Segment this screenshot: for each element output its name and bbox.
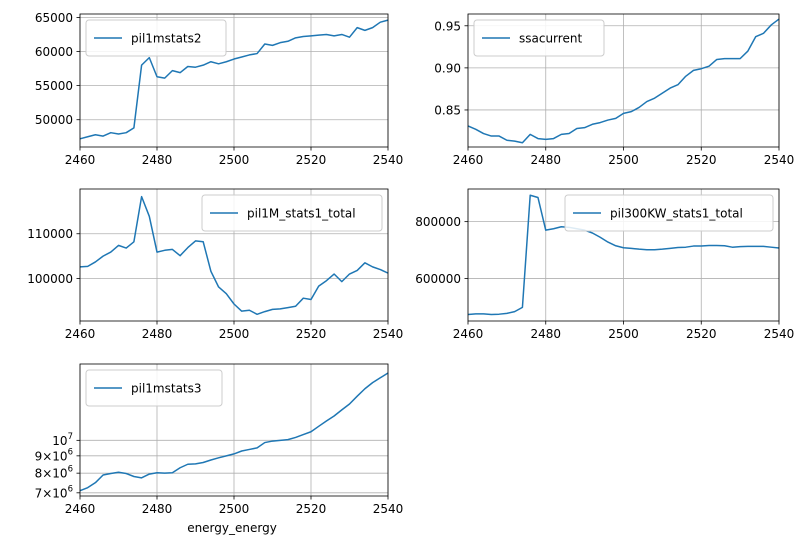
subplot-3: 2460 2480 2500 2520 2540 100000 110000 pil1M_st…: [27, 188, 404, 341]
legend: ssacurrent: [473, 19, 605, 57]
x-tick-label: 2460: [65, 502, 96, 516]
subplots: 2460 2480 2500 2520 2540 50000 55000 60000 65000…: [27, 11, 794, 516]
legend: pil1mstats3: [85, 369, 223, 407]
x-tick-label: 2460: [65, 327, 96, 341]
y-tick-label: 55000: [35, 79, 73, 93]
x-tick-label: 2540: [373, 153, 404, 167]
legend-label: pil1mstats3: [131, 382, 202, 396]
y-tick-label: 600000: [415, 272, 461, 286]
x-tick-label: 2540: [373, 502, 404, 516]
x-tick-label: 2500: [608, 153, 639, 167]
x-tick-label: 2500: [608, 327, 639, 341]
x-tick-label: 2520: [296, 153, 327, 167]
legend-box: [85, 19, 227, 57]
x-tick-label: 2520: [686, 153, 717, 167]
x-tick-label: 2540: [373, 327, 404, 341]
legend: pil1M_stats1_total: [201, 194, 383, 232]
y-tick-label: 50000: [35, 113, 73, 127]
x-tick-label: 2500: [219, 502, 250, 516]
legend-label: ssacurrent: [519, 32, 582, 46]
y-tick-label: 107: [52, 432, 73, 448]
y-tick-label: 8×106: [35, 465, 73, 481]
legend: pil1mstats2: [85, 19, 227, 57]
legend-box: [564, 194, 774, 232]
x-tick-label: 2520: [296, 502, 327, 516]
y-tick-label: 100000: [27, 272, 73, 286]
legend-label: pil1mstats2: [131, 32, 202, 46]
y-tick-label: 9×106: [35, 447, 73, 463]
legend-box: [473, 19, 605, 57]
series-line-pil1mstats3: [79, 372, 389, 492]
x-tick-label: 2480: [142, 153, 173, 167]
y-tick-label: 7×106: [35, 484, 73, 500]
x-tick-label: 2500: [219, 327, 250, 341]
subplot-2: 2460 2480 2500 2520 2540 0.85 0.90 0.95 ssacurre…: [434, 13, 795, 167]
y-tick-label: 800000: [415, 215, 461, 229]
x-tick-label: 2460: [453, 327, 484, 341]
x-tick-label: 2500: [219, 153, 250, 167]
x-tick-label: 2480: [142, 502, 173, 516]
legend-label: pil1M_stats1_total: [247, 207, 356, 221]
subplot-1: 2460 2480 2500 2520 2540 50000 55000 60000 65000…: [35, 11, 403, 167]
y-tick-label: 110000: [27, 227, 73, 241]
y-tick-label: 60000: [35, 45, 73, 59]
x-tick-label: 2480: [530, 153, 561, 167]
y-tick-label: 0.85: [434, 103, 461, 117]
subplot-4: 2460 2480 2500 2520 2540 600000 800000 pil300KW…: [415, 188, 795, 341]
series-line-pil1M_stats1_total: [79, 195, 389, 316]
x-tick-label: 2520: [686, 327, 717, 341]
x-tick-label: 2480: [142, 327, 173, 341]
x-tick-label: 2460: [65, 153, 96, 167]
x-tick-label: 2540: [764, 153, 795, 167]
x-tick-label: 2540: [764, 327, 795, 341]
x-tick-label: 2460: [453, 153, 484, 167]
y-tick-label: 65000: [35, 11, 73, 25]
series-line-ssacurrent: [467, 18, 780, 144]
x-axis-label: energy_energy: [187, 521, 277, 535]
legend-box: [201, 194, 383, 232]
y-tick-label: 0.95: [434, 19, 461, 33]
legend: pil300KW_stats1_total: [564, 194, 774, 232]
series-line-pil300KW_stats1_total: [467, 194, 780, 316]
legend-label: pil300KW_stats1_total: [610, 207, 743, 221]
x-tick-label: 2480: [530, 327, 561, 341]
legend-box: [85, 369, 223, 407]
x-tick-label: 2520: [296, 327, 327, 341]
y-tick-label: 0.90: [434, 61, 461, 75]
series-line-pil1mstats2: [79, 19, 389, 140]
